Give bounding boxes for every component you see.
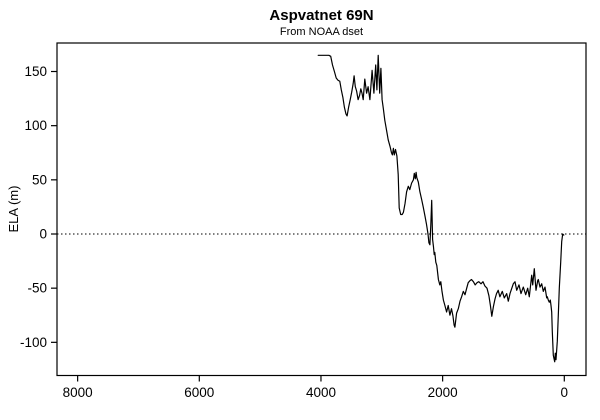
y-tick-label: 150: [24, 64, 47, 79]
y-tick-label: -50: [27, 281, 47, 296]
x-tick-label: 2000: [428, 385, 458, 400]
y-tick-label: 50: [32, 172, 47, 187]
y-tick-label: 100: [24, 118, 47, 133]
x-tick-label: 0: [561, 385, 569, 400]
x-tick-label: 8000: [63, 385, 93, 400]
x-tick-label: 6000: [184, 385, 214, 400]
y-tick-label: 0: [39, 227, 47, 242]
chart-subtitle: From NOAA dset: [279, 26, 364, 38]
y-tick-label: -100: [20, 335, 47, 350]
ela-data-line: [317, 54, 565, 363]
chart-title: Aspvatnet 69N: [269, 7, 374, 24]
plot-border: [56, 42, 587, 377]
x-tick-label: 4000: [306, 385, 336, 400]
